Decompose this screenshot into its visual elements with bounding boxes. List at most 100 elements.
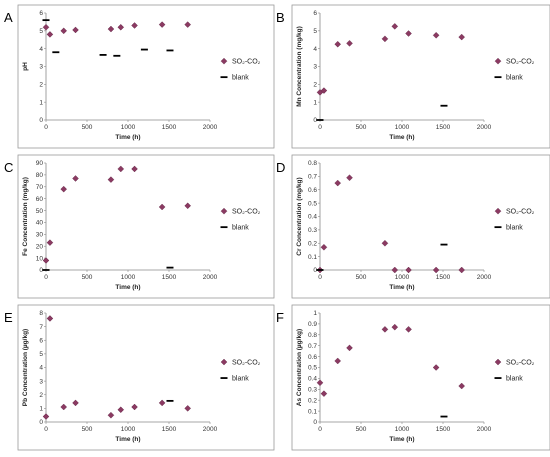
legend-marker-so2-co2: [494, 358, 502, 366]
data-point-so2-co2: [320, 87, 328, 94]
x-axis-title: Time (h): [389, 436, 414, 443]
data-point-so2-co2: [346, 344, 353, 352]
y-tick-label: 0.8: [308, 332, 317, 339]
y-axis-title: Cr Concentration (mg/kg): [296, 177, 303, 255]
x-tick-label: 1500: [162, 426, 177, 433]
x-tick-label: 1500: [162, 274, 177, 281]
y-tick-label: 1: [39, 406, 43, 413]
data-point-so2-co2: [107, 411, 115, 419]
data-point-so2-co2: [334, 179, 341, 187]
legend-label: blank: [232, 376, 249, 383]
legend-marker-blank: [494, 226, 502, 229]
data-point-so2-co2: [107, 176, 115, 183]
data-point-so2-co2: [72, 175, 79, 182]
legend-label: SO₂-CO₂: [506, 360, 535, 367]
y-tick-label: 1: [313, 310, 317, 317]
y-tick-label: 3: [39, 64, 43, 71]
x-tick-label: 1500: [436, 124, 451, 131]
x-tick-label: 500: [82, 274, 93, 281]
data-point-so2-co2: [42, 23, 50, 31]
data-point-so2-co2: [432, 266, 440, 274]
panel-letter-a: A: [4, 10, 13, 25]
y-tick-label: 0.7: [308, 343, 317, 350]
y-tick-label: 5: [39, 28, 43, 35]
data-point-so2-co2: [131, 403, 138, 411]
series-so2-co2: [316, 323, 465, 397]
x-tick-label: 1000: [395, 274, 410, 281]
data-point-so2-co2: [432, 32, 440, 39]
x-tick-label: 500: [82, 426, 93, 433]
x-tick-label: 2000: [203, 124, 218, 131]
y-tick-label: 5: [313, 28, 317, 35]
x-tick-label: 0: [44, 124, 48, 131]
x-axis-title: Time (h): [389, 134, 414, 141]
y-tick-label: 2: [39, 82, 43, 89]
y-tick-label: 0: [313, 117, 317, 124]
x-tick-label: 0: [318, 426, 322, 433]
panel-letter-d: D: [276, 160, 285, 175]
y-tick-label: 1: [313, 99, 317, 106]
data-point-so2-co2: [381, 326, 389, 333]
data-point-so2-co2: [334, 357, 341, 365]
data-point-so2-co2: [405, 266, 412, 274]
data-point-so2-co2: [46, 315, 54, 322]
panel-frame: [291, 304, 550, 451]
series-blank: [42, 19, 174, 57]
legend-marker-so2-co2: [220, 207, 228, 215]
data-point-so2-co2: [381, 239, 389, 247]
data-point-so2-co2: [72, 26, 79, 34]
data-point-blank: [440, 104, 448, 107]
data-point-so2-co2: [158, 21, 166, 28]
series-blank: [316, 104, 448, 121]
x-tick-label: 1000: [121, 426, 136, 433]
panel-letter-c: C: [4, 160, 13, 175]
y-axis-title: Mn Concentration (mg/kg): [296, 26, 303, 107]
legend-marker-so2-co2: [220, 57, 228, 65]
y-tick-label: 60: [36, 196, 44, 203]
x-tick-label: 0: [44, 426, 48, 433]
data-point-blank: [166, 49, 174, 52]
data-point-blank: [440, 243, 448, 246]
data-point-so2-co2: [107, 25, 115, 33]
panel-frame: [17, 4, 275, 149]
x-tick-label: 1000: [121, 124, 136, 131]
data-point-so2-co2: [458, 382, 465, 390]
y-axis-title: Fe Concentration (mg/kg): [22, 177, 29, 256]
y-tick-label: 0.7: [308, 174, 317, 181]
data-point-so2-co2: [458, 33, 465, 41]
y-tick-label: 70: [36, 184, 44, 191]
data-point-so2-co2: [72, 399, 79, 407]
data-point-so2-co2: [381, 35, 389, 43]
data-point-so2-co2: [320, 390, 328, 397]
y-tick-label: 6: [313, 10, 317, 17]
legend-marker-blank: [220, 226, 228, 229]
y-tick-label: 3: [313, 64, 317, 71]
y-axis-title: As Concentration (µg/kg): [296, 329, 303, 406]
data-point-so2-co2: [42, 257, 50, 264]
y-tick-label: 0.4: [308, 376, 317, 383]
x-tick-label: 1500: [436, 274, 451, 281]
x-tick-label: 2000: [203, 426, 218, 433]
y-tick-label: 5: [39, 351, 43, 358]
panel-letter-f: F: [276, 310, 284, 325]
data-point-so2-co2: [346, 40, 353, 47]
data-point-so2-co2: [391, 266, 399, 274]
data-point-so2-co2: [46, 31, 54, 38]
data-point-so2-co2: [405, 326, 412, 333]
data-point-blank: [316, 269, 324, 271]
x-tick-label: 1500: [162, 124, 177, 131]
data-point-so2-co2: [316, 379, 324, 387]
y-tick-label: 0.8: [308, 160, 317, 167]
data-point-so2-co2: [158, 399, 166, 407]
y-tick-label: 1: [39, 99, 43, 106]
x-tick-label: 2000: [203, 274, 218, 281]
y-tick-label: 0.4: [308, 214, 317, 221]
y-tick-label: 0: [313, 267, 317, 274]
data-point-so2-co2: [391, 323, 399, 331]
panel-letter-e: E: [4, 310, 13, 325]
data-point-so2-co2: [60, 403, 67, 411]
series-so2-co2: [42, 21, 191, 38]
data-point-so2-co2: [184, 202, 191, 210]
y-tick-label: 0.2: [308, 397, 317, 404]
series-blank: [42, 266, 174, 271]
